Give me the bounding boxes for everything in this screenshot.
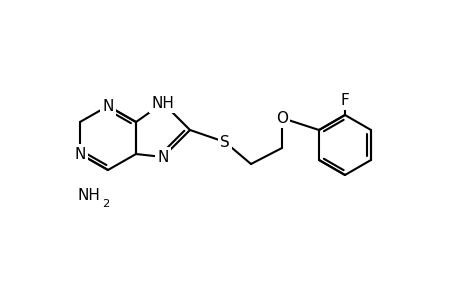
Text: NH: NH (77, 188, 100, 202)
Text: S: S (220, 134, 230, 149)
Text: F: F (340, 92, 349, 107)
Text: O: O (275, 110, 287, 125)
Text: 2: 2 (102, 199, 109, 209)
Text: NH: NH (151, 95, 174, 110)
Text: N: N (102, 98, 113, 113)
Text: N: N (74, 146, 85, 161)
Text: N: N (157, 149, 168, 164)
